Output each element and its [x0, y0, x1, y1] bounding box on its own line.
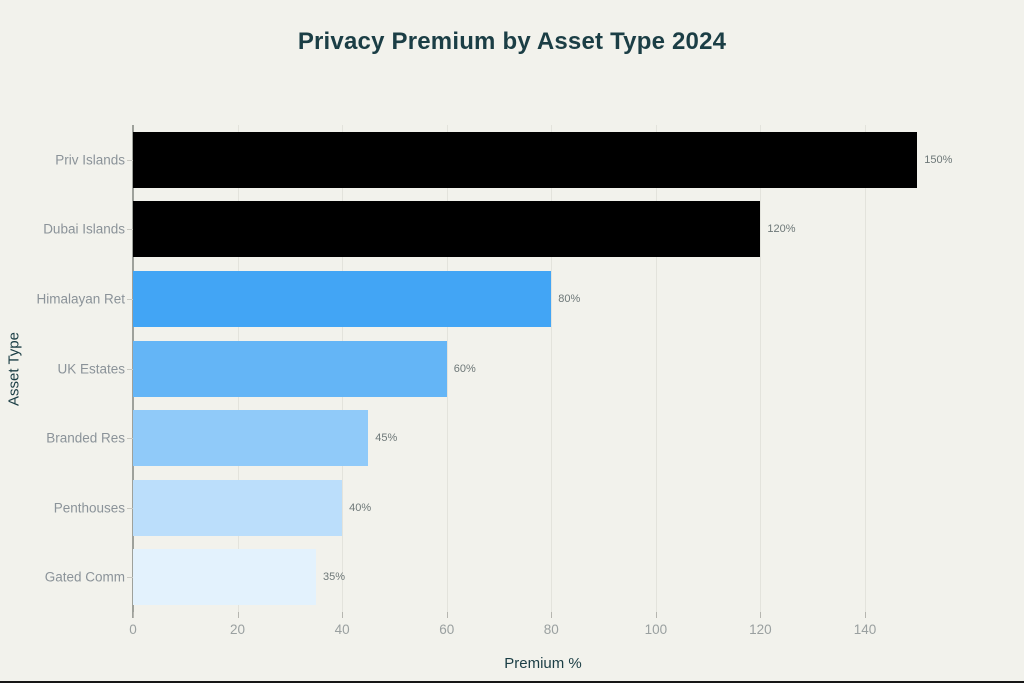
y-axis-tick — [127, 298, 133, 300]
chart-title: Privacy Premium by Asset Type 2024 — [297, 28, 727, 55]
bottom-edge-line — [0, 681, 1024, 683]
y-axis-tick — [127, 577, 133, 579]
x-axis-tick — [133, 612, 134, 618]
gridline-x-120 — [760, 125, 762, 612]
bar-gated-comm — [133, 549, 316, 606]
bar-value-label: 35% — [323, 571, 346, 584]
bar-value-label: 80% — [558, 292, 581, 305]
x-axis-tick — [342, 612, 344, 618]
category-label: Penthouses — [53, 500, 125, 516]
category-label: Dubai Islands — [43, 221, 125, 237]
category-label: Branded Res — [46, 430, 125, 446]
category-label: Himalayan Ret — [36, 291, 125, 307]
x-axis-tick — [551, 612, 553, 618]
bar-value-label: 120% — [767, 223, 796, 236]
x-tick-label: 0 — [129, 622, 137, 637]
bar-dubai-islands — [133, 201, 761, 258]
y-axis-tick — [127, 438, 133, 440]
category-label: Gated Comm — [44, 569, 125, 585]
x-tick-label: 80 — [543, 622, 559, 637]
y-axis-tick — [127, 368, 133, 370]
x-tick-label: 60 — [439, 622, 455, 637]
x-axis-tick — [760, 612, 762, 618]
x-axis-tick — [865, 612, 866, 618]
category-label: UK Estates — [57, 361, 125, 376]
x-axis-tick — [446, 612, 448, 618]
y-axis-title: Asset Type — [5, 332, 23, 406]
gridline-x-60 — [446, 125, 448, 612]
x-tick-label: 20 — [230, 622, 246, 637]
bar-priv-islands — [133, 131, 918, 188]
gridline-x-100 — [655, 125, 657, 612]
y-axis-tick — [127, 229, 133, 231]
bar-value-label: 60% — [453, 362, 476, 375]
gridline-x-140 — [865, 125, 866, 612]
x-tick-label: 100 — [644, 622, 668, 637]
bar-penthouses — [133, 479, 343, 536]
x-tick-label: 140 — [853, 622, 877, 637]
gridline-x-80 — [551, 125, 553, 612]
y-axis-line — [132, 125, 134, 618]
bar-uk-estates — [133, 340, 447, 397]
category-label: Priv Islands — [55, 152, 125, 168]
x-tick-label: 40 — [334, 622, 350, 637]
bar-value-label: 45% — [375, 432, 398, 445]
x-axis-tick — [655, 612, 657, 618]
x-tick-label: 120 — [749, 622, 772, 637]
bar-value-label: 40% — [349, 501, 372, 514]
bar-value-label: 150% — [924, 153, 953, 166]
y-axis-tick — [127, 507, 133, 509]
bar-branded-res — [133, 410, 369, 467]
x-axis-tick — [237, 612, 239, 618]
y-axis-tick — [127, 159, 133, 161]
bar-himalayan-ret — [133, 270, 552, 327]
x-axis-title: Premium % — [504, 655, 582, 672]
